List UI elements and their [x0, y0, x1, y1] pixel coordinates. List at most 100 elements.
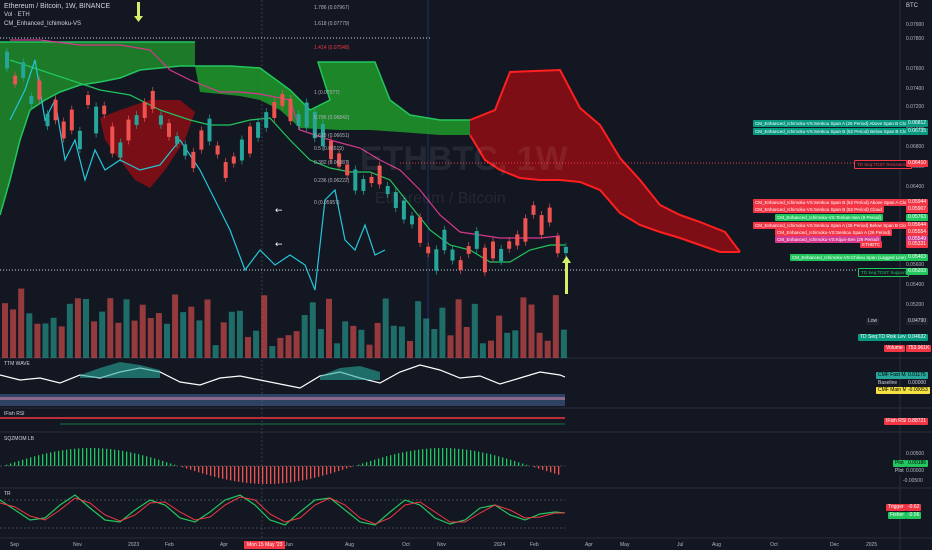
squeeze-histogram	[6, 448, 560, 484]
candles	[5, 47, 568, 277]
indicator-tag-label: CM_Enhanced_Ichimoku-VS:Senkou Span B (5…	[753, 128, 914, 135]
time-tick: 2025	[866, 542, 878, 548]
currency-label: BTC	[906, 3, 918, 9]
indicator-tag-label: CM_Enhanced_Ichimoku-VS:Chikou Span (Lag…	[790, 254, 908, 261]
fib-level-label: 1.618 (0.07779)	[314, 21, 350, 27]
fib-level-label: 0 (0.05957)	[314, 200, 340, 206]
volume-value: 753.961K	[906, 345, 932, 352]
time-tick: Feb	[530, 542, 539, 548]
indicator-tag-value: 0.05554	[906, 229, 929, 236]
indicator-tag-value: 0.05944	[906, 199, 929, 206]
fib-level-label: 0.618 (0.06651)	[314, 133, 350, 139]
sqz-axis-top: 0.00500	[906, 451, 925, 457]
indicator-tag-value: 0.05907	[906, 206, 929, 213]
fib-level-label: 1 (0.07077)	[314, 90, 340, 96]
price-tick: 0.07400	[906, 86, 925, 92]
ichimoku-indicator-label[interactable]: CM_Enhanced_Ichimoku-VS	[4, 21, 82, 27]
indicator-tag-label: CM_Enhanced_Ichimoku-VS:Senkou Span A (2…	[753, 120, 914, 127]
volume-label: Volume	[884, 345, 905, 352]
price-tick: 0.06800	[906, 144, 925, 150]
time-tick: Dec	[830, 542, 839, 548]
fib-level-label: 0.382 (0.06387)	[314, 160, 350, 166]
indicator-tag-value: 0.05203	[906, 268, 929, 275]
indicator-tag-value: 0.05549	[906, 236, 929, 243]
squeeze-pane-label[interactable]: SQZMOM LB	[4, 436, 35, 442]
cmf-tag-value: 0.00000	[906, 380, 929, 387]
sqz-plot-value: 0.00186	[906, 460, 929, 467]
indicator-tag-value: 0.06735	[906, 128, 929, 135]
trigger-line	[0, 496, 565, 525]
fib-level-label: 0.786 (0.06842)	[314, 115, 350, 121]
ifish-rsi-pane-label[interactable]: IFish RSI	[4, 411, 25, 417]
indicator-tag-label: ETHBTC	[860, 241, 882, 248]
sqz-axis-mid: 0.00000	[906, 468, 925, 474]
fib-level-label: 0.5 (0.06519)	[314, 146, 344, 152]
indicator-tag-value: 0.05403	[906, 254, 929, 261]
price-tick: 0.05200	[906, 302, 925, 308]
fisher-pane-label[interactable]: TR	[4, 491, 11, 497]
fisher-value: -0.56	[906, 512, 922, 519]
indicator-tag-value: 0.06410	[906, 160, 929, 167]
time-tick: Sep	[10, 542, 19, 548]
low-label: Low	[866, 318, 880, 325]
watermark-symbol: ETHBTC, 1W	[360, 140, 568, 178]
indicator-tag-label: TD Seq:TDST Resistance	[854, 160, 912, 169]
ichimoku-cloud-bear-small	[100, 100, 195, 188]
ichimoku-cloud-bull-left	[0, 42, 195, 215]
indicator-tag-value: 0.05644	[906, 222, 929, 229]
symbol-title[interactable]: Ethereum / Bitcoin, 1W, BINANCE	[4, 3, 111, 10]
price-tick: 0.07000	[906, 124, 925, 130]
ifish-rsi-value: 0.88721	[906, 418, 929, 425]
ttm-wave-label[interactable]: TTM WAVE	[4, 361, 30, 367]
ifish-rsi-label: IFish RSI	[884, 418, 909, 425]
price-tick: 0.07800	[906, 36, 925, 42]
indicator-tag-label: CM_Enhanced_Ichimoku-VS:Senkou Span B (5…	[753, 206, 884, 213]
fib-level-label: 1.786 (0.07967)	[314, 5, 350, 11]
cmf-tag-label: CMF Fast MA	[876, 372, 911, 379]
indicator-tag-label: CM_Enhanced_Ichimoku-VS:Tenkan-Sen (9 Pe…	[775, 214, 884, 221]
time-tick: May	[620, 542, 630, 548]
time-tick: Nov	[73, 542, 82, 548]
price-tick: 0.05400	[906, 282, 925, 288]
cmf-tag-label: Baseline	[876, 380, 900, 387]
time-tick: Jul	[677, 542, 684, 548]
indicator-tag-value: 0.05331	[906, 241, 929, 248]
time-tick: Feb	[165, 542, 174, 548]
time-tick: Aug	[712, 542, 721, 548]
indicator-tag-label: CM_Enhanced_Ichimoku-VS:Senkou Span B (5…	[753, 199, 914, 206]
price-tick: 0.06600	[906, 164, 925, 170]
indicator-tag-label: TD Seq:TDST Support	[858, 268, 910, 277]
cmf-tag-value: 0.01175	[906, 372, 928, 379]
indicator-tag-value: 0.06812	[906, 120, 929, 127]
svg-text:←: ←	[275, 240, 283, 250]
time-tick: Oct	[402, 542, 410, 548]
watermark-description: Ethereum / Bitcoin	[375, 190, 506, 207]
cmf-tag-value: -0.00053	[906, 387, 930, 394]
indicator-tag-label: CM_Enhanced_Ichimoku-VS:Kijun-Sen (26 Pe…	[775, 236, 882, 243]
low-value: 0.04790	[906, 318, 929, 325]
time-tick: 2023	[128, 542, 140, 548]
indicator-tag-label: CM_Enhanced_Ichimoku-VS:Senkou Span A (2…	[775, 229, 893, 236]
chikou-line	[9, 59, 386, 291]
indicator-tag-label: CM_Enhanced_Ichimoku-VS:Senkou Span A (2…	[753, 222, 913, 229]
time-tick: Jun	[285, 542, 294, 548]
indicator-tag-value: 0.05763	[906, 214, 929, 221]
td-risk-value: 0.04632	[906, 334, 929, 341]
sqz-plot-label: Plot	[893, 460, 906, 467]
cmf-tag-label: CMF Main MA	[876, 387, 912, 394]
volume-bars	[2, 288, 567, 358]
volume-indicator-label[interactable]: Vol · ETH	[4, 12, 30, 18]
fib-level-label: 0.236 (0.06222)	[314, 178, 350, 184]
price-tick: 0.07900	[906, 22, 925, 28]
ichimoku-cloud-bear-right	[470, 70, 740, 252]
price-tick: 0.07600	[906, 66, 925, 72]
fisher-line	[0, 494, 566, 526]
time-tick: Oct	[770, 542, 778, 548]
svg-text:←: ←	[275, 206, 283, 216]
ichimoku-cloud-bull-mid	[195, 62, 470, 135]
trigger-label: Trigger	[886, 504, 906, 511]
price-tick: 0.07200	[906, 104, 925, 110]
trigger-value: -0.62	[906, 504, 922, 511]
crosshair-date-label: Mon 15 May '23	[244, 541, 286, 549]
